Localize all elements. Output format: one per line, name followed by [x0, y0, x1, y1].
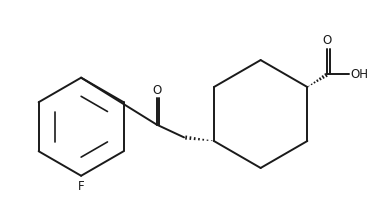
Text: F: F	[78, 180, 84, 193]
Text: O: O	[323, 34, 332, 47]
Text: OH: OH	[350, 68, 368, 81]
Text: O: O	[152, 84, 161, 97]
